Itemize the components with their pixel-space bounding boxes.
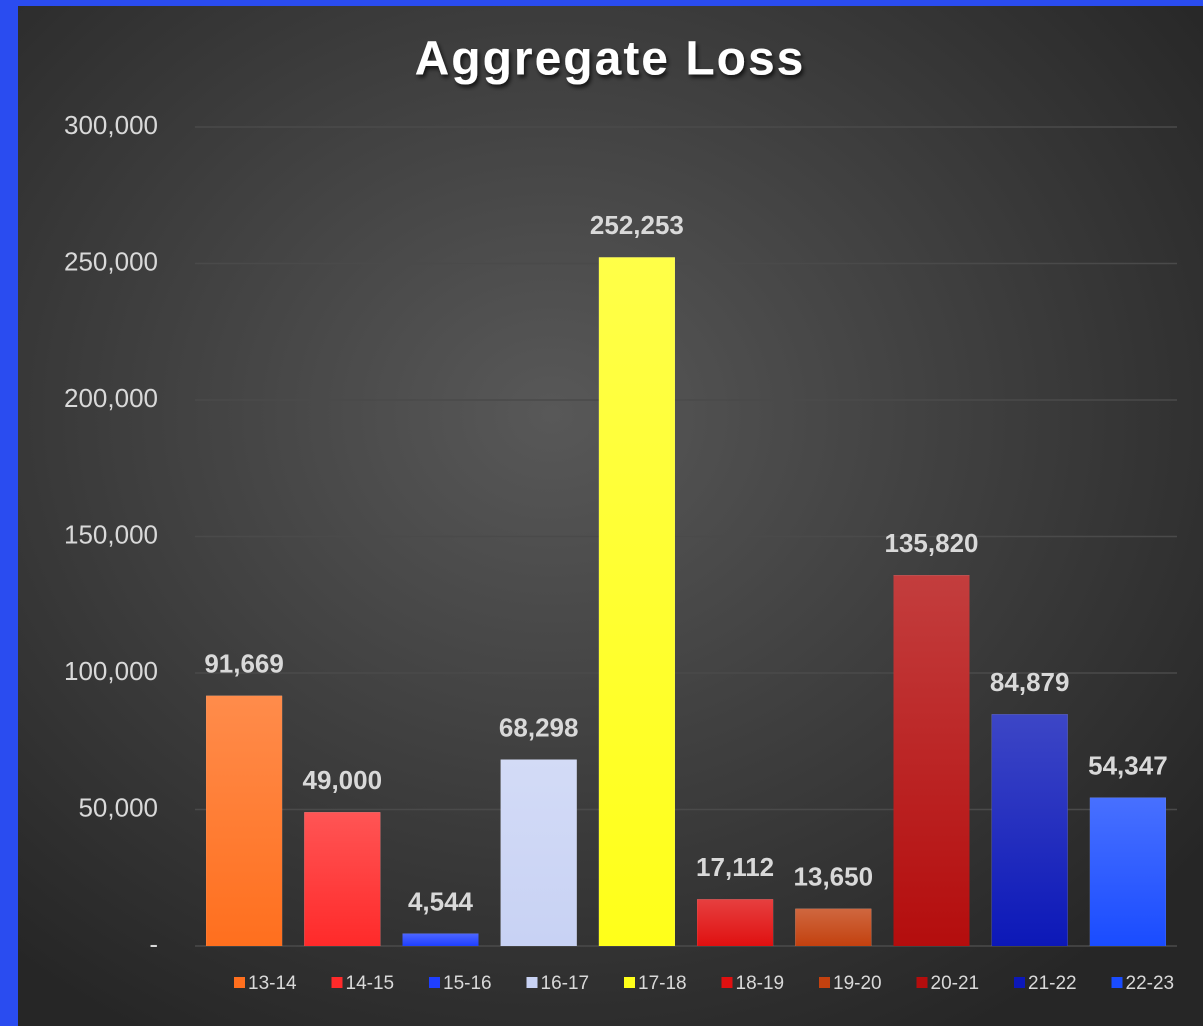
bar — [697, 899, 774, 946]
y-tick-label: - — [149, 929, 158, 959]
data-label: 49,000 — [303, 765, 383, 795]
legend-label: 15-16 — [443, 973, 492, 994]
legend-swatch — [1111, 977, 1123, 988]
y-tick-label: 250,000 — [64, 246, 158, 276]
legend-swatch — [234, 977, 245, 988]
legend-label: 16-17 — [541, 973, 590, 994]
bar — [500, 759, 577, 946]
data-label: 17,112 — [696, 852, 774, 882]
bar — [402, 933, 479, 946]
legend-swatch — [526, 977, 538, 988]
data-label: 84,879 — [990, 667, 1070, 697]
data-label: 135,820 — [885, 528, 979, 558]
legend-label: 14-15 — [346, 973, 395, 994]
data-label: 68,298 — [499, 712, 579, 742]
data-label: 91,669 — [204, 649, 284, 679]
chart-title: Aggregate Loss — [415, 33, 806, 86]
data-label: 54,347 — [1088, 751, 1168, 781]
y-tick-label: 100,000 — [64, 656, 158, 686]
y-tick-label: 50,000 — [78, 792, 158, 822]
legend-swatch — [331, 977, 343, 988]
legend-swatch — [624, 977, 635, 988]
y-tick-label: 150,000 — [64, 519, 158, 549]
legend-swatch — [916, 977, 928, 988]
bar — [1089, 797, 1166, 946]
bar — [893, 575, 970, 946]
legend-swatch — [819, 977, 830, 988]
bar — [991, 714, 1068, 946]
bar — [206, 695, 283, 946]
legend-label: 22-23 — [1126, 973, 1175, 994]
legend-label: 18-19 — [736, 973, 785, 994]
legend-swatch — [429, 977, 440, 988]
bar — [598, 257, 675, 946]
bar — [795, 908, 872, 946]
y-tick-label: 300,000 — [64, 110, 158, 140]
legend-label: 21-22 — [1028, 973, 1077, 994]
legend-label: 17-18 — [638, 973, 687, 994]
legend-swatch — [1014, 977, 1025, 988]
legend-label: 20-21 — [931, 973, 980, 994]
y-tick-label: 200,000 — [64, 383, 158, 413]
bar — [304, 812, 381, 946]
data-label: 4,544 — [408, 886, 474, 916]
legend-label: 13-14 — [248, 973, 297, 994]
data-label: 13,650 — [794, 862, 874, 892]
legend-label: 19-20 — [833, 973, 882, 994]
data-label: 252,253 — [590, 210, 684, 240]
legend-swatch — [721, 977, 733, 988]
